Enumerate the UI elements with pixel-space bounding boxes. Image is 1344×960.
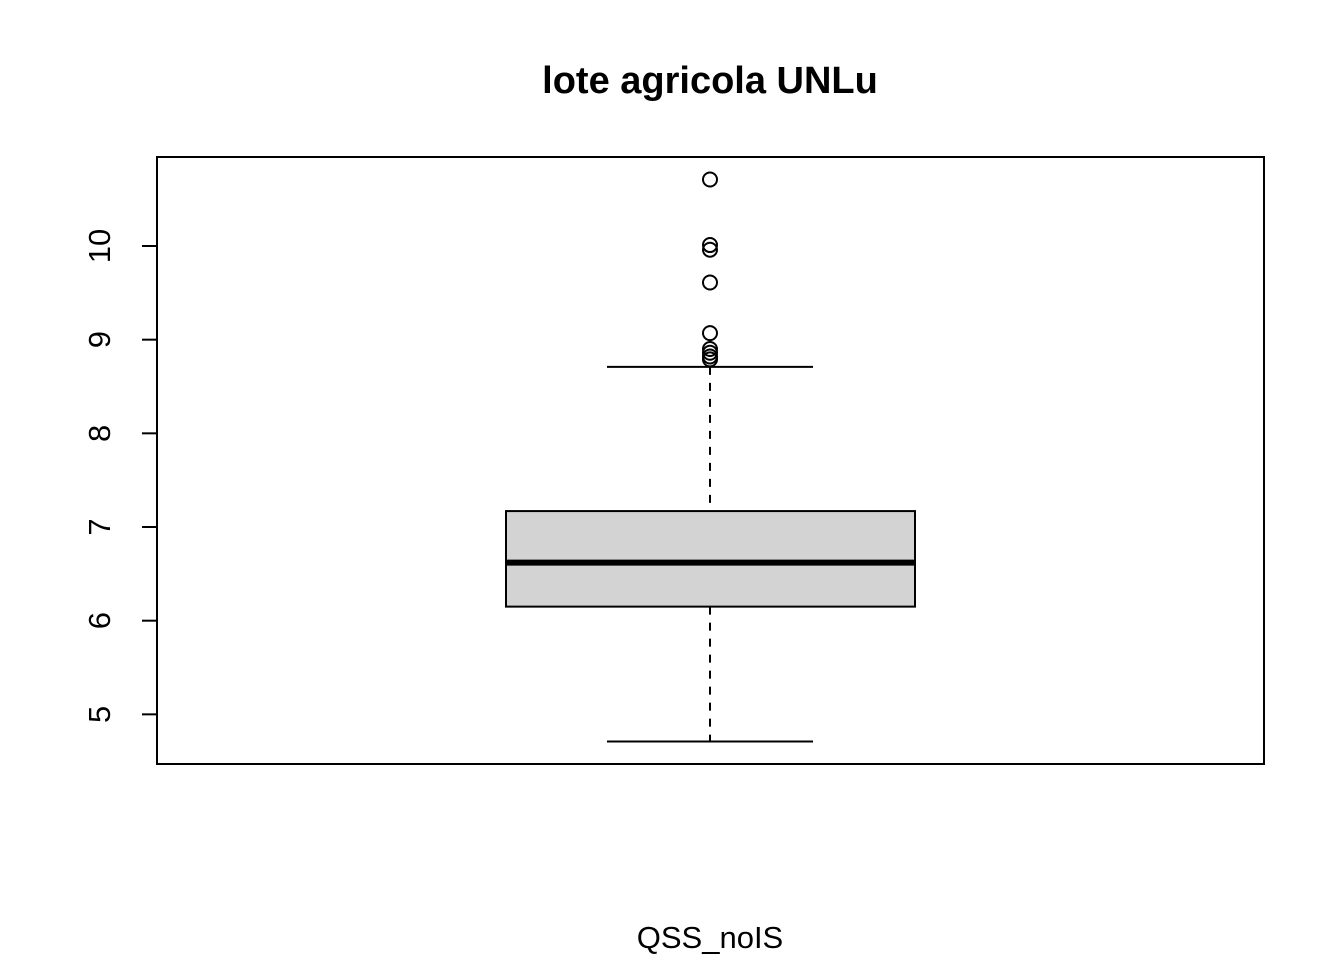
outlier-point bbox=[702, 171, 718, 188]
outlier-point bbox=[702, 325, 718, 342]
x-axis-label: QSS_noIS bbox=[637, 920, 783, 955]
outlier-point bbox=[702, 274, 718, 291]
y-axis: 5 6 7 8 9 10 bbox=[82, 229, 158, 723]
y-tick-label: 6 bbox=[82, 612, 117, 629]
y-tick-label: 7 bbox=[82, 518, 117, 535]
iqr-box bbox=[505, 510, 916, 608]
y-tick-label: 10 bbox=[82, 229, 117, 263]
chart-title: lote agricola UNLu bbox=[542, 60, 878, 102]
outlier-point bbox=[702, 237, 718, 254]
y-tick-label: 9 bbox=[82, 331, 117, 348]
y-tick-label: 8 bbox=[82, 425, 117, 442]
y-tick-label: 5 bbox=[82, 706, 117, 723]
outlier-point bbox=[702, 351, 718, 368]
box-group bbox=[505, 171, 916, 743]
outlier-point bbox=[702, 241, 718, 258]
